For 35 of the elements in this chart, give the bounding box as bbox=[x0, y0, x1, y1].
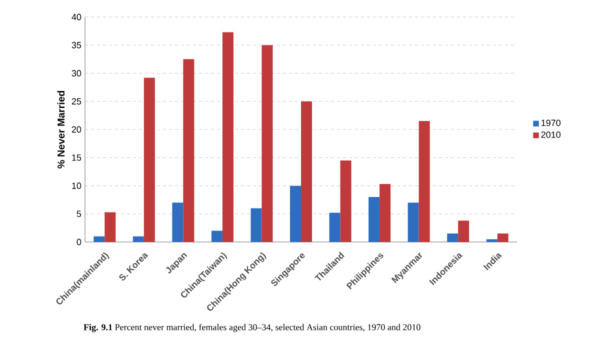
bar bbox=[380, 184, 391, 242]
bar bbox=[172, 202, 184, 242]
bar bbox=[340, 160, 352, 242]
y-tick-label: 35 bbox=[72, 42, 82, 48]
bar bbox=[144, 78, 155, 242]
y-tick-label: 20 bbox=[72, 126, 82, 133]
y-tick-label: 30 bbox=[72, 70, 82, 76]
bar bbox=[211, 230, 222, 242]
bar bbox=[418, 121, 430, 242]
bar bbox=[497, 234, 508, 242]
legend-label: 2010 bbox=[541, 131, 561, 138]
bar bbox=[301, 101, 312, 242]
bar bbox=[104, 212, 116, 242]
bar bbox=[94, 236, 105, 242]
bar bbox=[222, 32, 234, 242]
text: Fig. 9.1 Percent never married, females aged 30–34, selected Asian countries, 1970 and 2010 bbox=[84, 324, 420, 332]
bar bbox=[183, 59, 194, 242]
y-tick-label: 15 bbox=[72, 154, 82, 161]
bar bbox=[368, 197, 380, 242]
bar bbox=[329, 212, 340, 242]
y-axis-title: % Never Married bbox=[57, 90, 65, 168]
legend-label: 1970 bbox=[542, 120, 561, 126]
y-tick-label: 5 bbox=[76, 210, 82, 218]
y-tick-label: 10 bbox=[72, 182, 82, 189]
bar bbox=[447, 234, 458, 242]
bar bbox=[458, 220, 470, 242]
bar bbox=[290, 186, 302, 242]
bar bbox=[486, 239, 498, 242]
bar bbox=[408, 202, 419, 242]
y-tick-label: 0 bbox=[76, 238, 82, 246]
y-tick-label: 40 bbox=[72, 14, 82, 20]
bar bbox=[132, 236, 144, 242]
y-tick-label: 25 bbox=[72, 98, 82, 105]
bar bbox=[250, 208, 262, 242]
bar bbox=[262, 45, 273, 242]
